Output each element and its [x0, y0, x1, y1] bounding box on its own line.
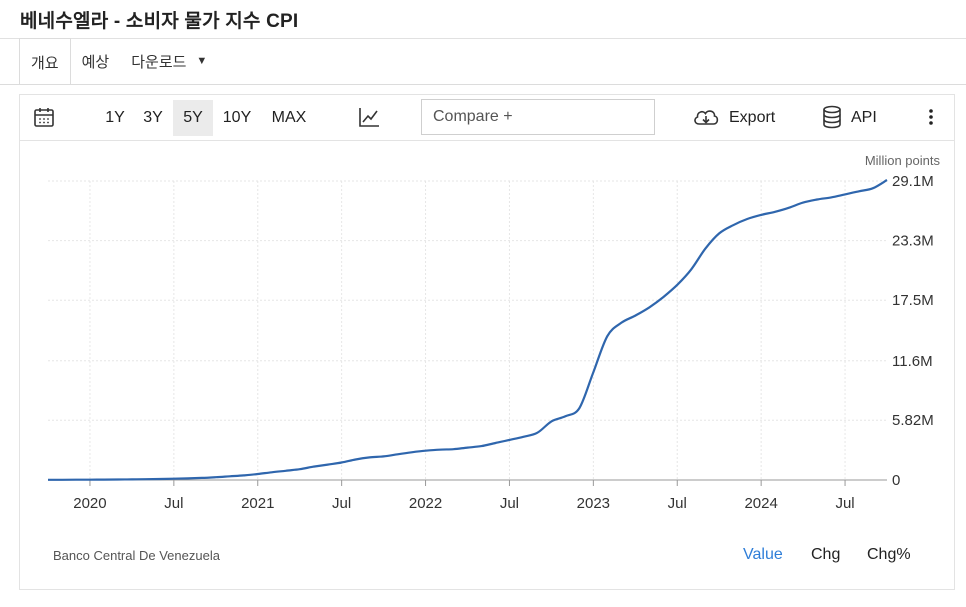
- cpi-line-chart: Million points 0 5.82M 11.6M 17.5M 23.3M 29.1…: [48, 153, 941, 512]
- x-tick-label: Jul: [500, 495, 519, 512]
- y-tick-label: 17.5M: [892, 292, 934, 309]
- database-icon[interactable]: [820, 105, 844, 129]
- x-tick-label: 2020: [73, 495, 106, 512]
- page-title: 베네수엘라 - 소비자 물가 지수 CPI: [20, 11, 299, 32]
- unit-label: Million points: [865, 153, 941, 168]
- mode-value-button[interactable]: Value: [743, 546, 783, 563]
- export-button[interactable]: Export: [729, 108, 776, 126]
- x-tick-label: 2024: [744, 495, 777, 512]
- caret-down-icon: ▼: [196, 55, 208, 67]
- calendar-icon[interactable]: [32, 105, 56, 129]
- range-button-3y[interactable]: 3Y: [143, 109, 163, 126]
- mode-change-percent-button[interactable]: Chg%: [867, 546, 911, 563]
- x-tick-label: Jul: [332, 495, 351, 512]
- x-tick-label: 2022: [409, 495, 442, 512]
- tab-download[interactable]: 다운로드 ▼: [120, 38, 218, 84]
- x-tick-label: Jul: [835, 495, 854, 512]
- tab-bar: 개요 예상 다운로드 ▼: [19, 38, 218, 85]
- chart-panel: 1Y 3Y 5Y 10Y MAX Export: [19, 94, 955, 590]
- y-tick-label: 23.3M: [892, 233, 934, 250]
- tab-forecast[interactable]: 예상: [81, 53, 110, 71]
- x-tick-label: 2023: [577, 495, 610, 512]
- range-button-max[interactable]: MAX: [271, 109, 307, 126]
- more-vertical-icon[interactable]: [922, 105, 940, 129]
- source-label: Banco Central De Venezuela: [53, 548, 220, 563]
- tabs-divider: [0, 84, 966, 85]
- cloud-download-icon[interactable]: [692, 105, 720, 129]
- y-tick-label: 11.6M: [892, 353, 933, 370]
- range-button-1y[interactable]: 1Y: [105, 109, 125, 126]
- api-button[interactable]: API: [851, 108, 877, 126]
- x-tick-label: Jul: [164, 495, 183, 512]
- compare-input[interactable]: [421, 99, 655, 135]
- x-tick-label: Jul: [668, 495, 687, 512]
- chart-toolbar: 1Y 3Y 5Y 10Y MAX Export: [20, 95, 954, 141]
- y-tick-label: 29.1M: [892, 173, 934, 190]
- line-chart-icon[interactable]: [357, 105, 381, 129]
- tab-download-label: 다운로드: [131, 53, 187, 71]
- range-button-10y[interactable]: 10Y: [222, 109, 252, 126]
- title-divider: [0, 38, 966, 39]
- x-tick-label: 2021: [241, 495, 274, 512]
- mode-change-button[interactable]: Chg: [811, 546, 841, 563]
- y-tick-label: 0: [892, 472, 900, 489]
- y-tick-label: 5.82M: [892, 412, 934, 429]
- range-button-5y[interactable]: 5Y: [173, 100, 213, 136]
- tab-overview[interactable]: 개요: [19, 38, 71, 85]
- series-line: [48, 179, 888, 481]
